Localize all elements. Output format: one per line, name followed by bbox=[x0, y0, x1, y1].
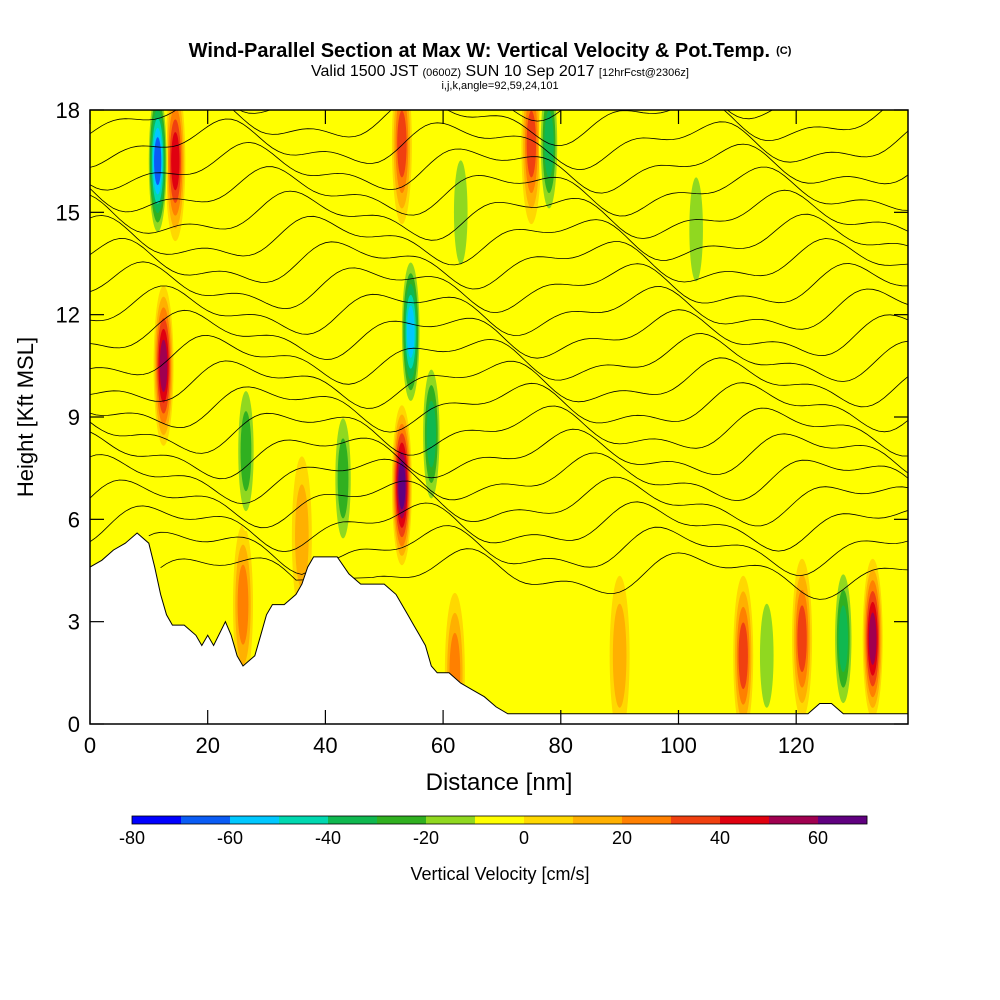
colorbar-tick-label: 40 bbox=[710, 828, 730, 848]
updraft-core-5 bbox=[233, 524, 254, 685]
chart-title: Wind-Parallel Section at Max W: Vertical… bbox=[189, 40, 792, 62]
colorbar-swatch bbox=[475, 816, 525, 824]
colorbar-tick-labels: -80 -60 -40 -20 0 20 40 60 bbox=[119, 828, 828, 848]
y-tick-label: 0 bbox=[68, 712, 80, 737]
updraft-core-7 bbox=[733, 575, 754, 724]
y-tick-label: 15 bbox=[56, 200, 80, 225]
y-tick-label: 18 bbox=[56, 98, 80, 123]
colorbar-tick-label: -20 bbox=[413, 828, 439, 848]
y-tick-label: 3 bbox=[68, 610, 80, 635]
colorbar-swatch bbox=[426, 816, 476, 824]
y-tick-label: 6 bbox=[68, 507, 80, 532]
colorbar-tick-label: 20 bbox=[612, 828, 632, 848]
y-tick-label: 12 bbox=[56, 303, 80, 328]
downdraft-core-5 bbox=[539, 110, 560, 225]
colorbar-swatch bbox=[328, 816, 378, 824]
velocity-field bbox=[147, 110, 883, 724]
downdraft-core-0 bbox=[147, 110, 168, 242]
colorbar-swatch bbox=[132, 816, 182, 824]
downdraft-core-2 bbox=[235, 371, 256, 532]
colorbar-swatch bbox=[720, 816, 770, 824]
colorbar-swatch bbox=[377, 816, 427, 824]
potential-temperature-contours bbox=[90, 110, 908, 600]
updraft-core-9 bbox=[862, 558, 883, 719]
y-tick-label: 9 bbox=[68, 405, 80, 430]
colorbar-swatch bbox=[622, 816, 672, 824]
chart-subtitle: Valid 1500 JST (0600Z) SUN 10 Sep 2017 [… bbox=[311, 63, 689, 80]
colorbar-tick-label: 0 bbox=[519, 828, 529, 848]
updraft-core-0 bbox=[153, 285, 174, 446]
updraft-core-11 bbox=[609, 575, 630, 724]
x-tick-label: 60 bbox=[431, 733, 455, 758]
colorbar-swatch bbox=[671, 816, 721, 824]
colorbar-swatch bbox=[524, 816, 574, 824]
colorbar-swatch bbox=[573, 816, 623, 824]
x-tick-label: 20 bbox=[195, 733, 219, 758]
colorbar-swatch bbox=[181, 816, 231, 824]
colorbar-tick-label: -60 bbox=[217, 828, 243, 848]
colorbar bbox=[131, 815, 868, 825]
downdraft-core-4 bbox=[421, 354, 442, 515]
x-axis-label: Distance [nm] bbox=[426, 769, 573, 796]
x-axis-ticks: 0 20 40 60 80 100 120 bbox=[84, 110, 815, 758]
downdraft-core-6 bbox=[450, 132, 471, 293]
downdraft-core-3 bbox=[333, 398, 354, 559]
updraft-core-1 bbox=[165, 110, 186, 242]
downdraft-core-1 bbox=[400, 251, 421, 412]
colorbar-swatch bbox=[818, 816, 868, 824]
y-axis-ticks: 0 3 6 9 12 15 18 bbox=[56, 98, 908, 737]
updraft-core-4 bbox=[521, 110, 542, 225]
x-tick-label: 40 bbox=[313, 733, 337, 758]
x-tick-label: 100 bbox=[660, 733, 697, 758]
terrain-mask bbox=[89, 532, 909, 725]
x-tick-label: 120 bbox=[778, 733, 815, 758]
downdraft-core-9 bbox=[756, 575, 777, 724]
downdraft-core-7 bbox=[833, 558, 854, 719]
colorbar-tick-label: -40 bbox=[315, 828, 341, 848]
updraft-core-3 bbox=[391, 110, 412, 225]
y-axis-label: Height [Kft MSL] bbox=[13, 337, 38, 497]
colorbar-swatch bbox=[230, 816, 280, 824]
x-tick-label: 0 bbox=[84, 733, 96, 758]
colorbar-tick-label: -80 bbox=[119, 828, 145, 848]
colorbar-label: Vertical Velocity [cm/s] bbox=[410, 864, 589, 884]
downdraft-core-8 bbox=[686, 149, 707, 310]
colorbar-tick-label: 60 bbox=[808, 828, 828, 848]
colorbar-swatch bbox=[769, 816, 819, 824]
colorbar-swatch bbox=[279, 816, 329, 824]
chart-params: i,j,k,angle=92,59,24,101 bbox=[441, 80, 558, 92]
updraft-core-8 bbox=[792, 558, 813, 719]
x-tick-label: 80 bbox=[549, 733, 573, 758]
